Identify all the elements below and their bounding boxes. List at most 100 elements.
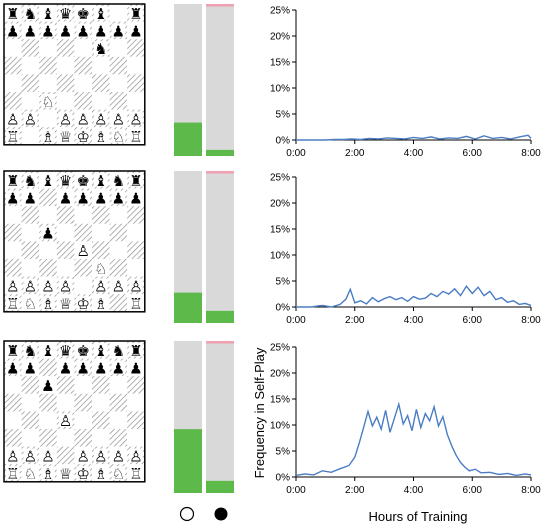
board-square bbox=[109, 411, 128, 429]
board-square bbox=[127, 56, 145, 75]
board-square bbox=[39, 39, 57, 57]
white-rook-icon: ♖ bbox=[129, 465, 142, 483]
board-square bbox=[74, 56, 92, 75]
white-pawn-icon: ♙ bbox=[76, 447, 89, 465]
piece-backing bbox=[76, 23, 90, 38]
board-square bbox=[21, 376, 40, 394]
piece-backing bbox=[129, 6, 143, 20]
piece-backing bbox=[23, 343, 38, 357]
black-pawn-icon: ♟ bbox=[94, 359, 107, 377]
piece-backing bbox=[41, 129, 55, 143]
board-square bbox=[39, 241, 57, 259]
black-knight-icon: ♞ bbox=[112, 172, 125, 190]
y-tick-label: 15% bbox=[270, 58, 290, 69]
board-square bbox=[56, 446, 75, 465]
white-queen-icon: ♕ bbox=[59, 465, 72, 483]
piece-backing bbox=[111, 448, 126, 463]
piece-backing bbox=[76, 243, 90, 257]
board-square bbox=[127, 376, 145, 394]
black-pawn-icon: ♟ bbox=[6, 22, 19, 40]
row-1: ♜ ♞ ♝ ♛ ♚ ♝ ♜♟ ♟ ♟ ♟ ♟ ♟ ♟ ♟♞♘♙ ♙ ♙ ♙ ♙ ♙ ♙♖ ♗ ♕ ♔ ♗ ♘ ♖ 0%5%10%15… bbox=[3, 3, 541, 159]
board-square bbox=[109, 259, 128, 277]
board-square bbox=[74, 39, 92, 57]
white-pawn-icon: ♙ bbox=[112, 447, 125, 465]
board-square bbox=[56, 92, 75, 110]
board-square bbox=[56, 429, 75, 447]
white-pawn-icon: ♙ bbox=[129, 277, 142, 295]
piece-backing bbox=[94, 173, 108, 187]
piece-backing bbox=[94, 448, 108, 463]
white-pawn-icon: ♙ bbox=[129, 110, 142, 128]
y-tick-label: 0% bbox=[276, 303, 291, 314]
white-bishop-icon: ♗ bbox=[41, 295, 54, 313]
board-square bbox=[56, 56, 75, 75]
black-pawn-icon: ♟ bbox=[59, 359, 72, 377]
white-rook-icon: ♖ bbox=[6, 128, 19, 146]
white-queen-icon: ♕ bbox=[59, 128, 72, 146]
x-tick-label: 8:00 bbox=[521, 485, 541, 496]
y-tick-label: 25% bbox=[270, 6, 290, 17]
frequency-chart: 0% 5% 10% 15% 20% 25% 0:00 2:00 4:00 6:00 8:00 Freq… bbox=[252, 343, 541, 525]
board-square bbox=[109, 4, 128, 22]
y-tick-label: 15% bbox=[270, 225, 290, 236]
board-square bbox=[127, 411, 145, 429]
x-tick-label: 2:00 bbox=[345, 315, 365, 326]
piece-backing bbox=[58, 296, 73, 310]
piece-backing bbox=[58, 360, 73, 375]
board-square bbox=[74, 376, 92, 394]
piece-backing bbox=[111, 466, 126, 480]
piece-backing bbox=[58, 111, 73, 126]
white-king-icon: ♔ bbox=[76, 128, 89, 146]
black-win-fill bbox=[206, 149, 234, 156]
piece-backing bbox=[41, 343, 55, 357]
piece-backing bbox=[6, 111, 20, 126]
white-rook-icon: ♖ bbox=[6, 295, 19, 313]
white-knight-icon: ♘ bbox=[112, 465, 125, 483]
board-square bbox=[21, 92, 40, 110]
board-square bbox=[4, 241, 22, 259]
board-square bbox=[92, 206, 110, 224]
black-bishop-icon: ♝ bbox=[41, 172, 54, 190]
white-pawn-icon: ♙ bbox=[24, 277, 37, 295]
piece-backing bbox=[94, 6, 108, 20]
board-square bbox=[39, 74, 57, 92]
white-pawn-icon: ♙ bbox=[112, 110, 125, 128]
board-square bbox=[21, 127, 40, 145]
board-square bbox=[4, 56, 22, 75]
outcome-bars bbox=[174, 171, 234, 323]
outcome-bars bbox=[174, 341, 234, 493]
white-rook-icon: ♖ bbox=[129, 295, 142, 313]
piece-backing bbox=[58, 6, 73, 20]
piece-backing bbox=[129, 23, 143, 38]
piece-backing bbox=[76, 360, 90, 375]
piece-backing bbox=[129, 129, 143, 143]
white-rook-icon: ♖ bbox=[6, 465, 19, 483]
piece-backing bbox=[76, 466, 90, 480]
piece-backing bbox=[94, 466, 108, 480]
black-rook-icon: ♜ bbox=[6, 5, 19, 23]
y-tick-label: 20% bbox=[270, 32, 290, 43]
black-rook-icon: ♜ bbox=[6, 172, 19, 190]
white-bishop-icon: ♗ bbox=[94, 128, 107, 146]
white-bishop-icon: ♗ bbox=[41, 465, 54, 483]
frequency-series-line bbox=[296, 284, 532, 308]
piece-backing bbox=[41, 278, 55, 293]
piece-backing bbox=[23, 173, 38, 187]
board-square bbox=[4, 411, 22, 429]
board-square bbox=[127, 92, 145, 110]
board-square bbox=[4, 393, 22, 412]
board-square bbox=[4, 429, 22, 447]
board-border bbox=[3, 3, 146, 146]
piece-backing bbox=[76, 111, 90, 126]
black-pawn-icon: ♟ bbox=[112, 22, 125, 40]
board-square bbox=[39, 188, 57, 207]
black-loss-fill bbox=[206, 341, 234, 344]
piece-backing bbox=[6, 360, 20, 375]
black-outcome-bar bbox=[206, 171, 234, 323]
piece-backing bbox=[129, 466, 143, 480]
piece-backing bbox=[111, 190, 126, 205]
board-square bbox=[127, 206, 145, 224]
board-square bbox=[127, 429, 145, 447]
piece-backing bbox=[41, 296, 55, 310]
